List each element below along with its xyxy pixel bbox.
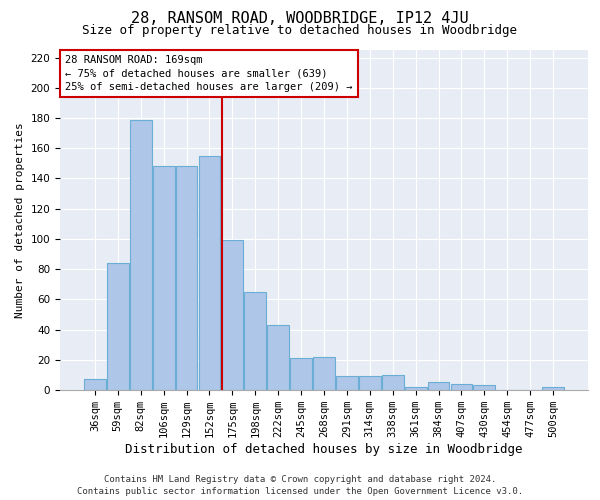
Text: Size of property relative to detached houses in Woodbridge: Size of property relative to detached ho… [83, 24, 517, 37]
Bar [473, 386, 495, 390]
Bar [244, 292, 266, 390]
Bar [84, 380, 106, 390]
Bar [153, 166, 175, 390]
Text: Contains HM Land Registry data © Crown copyright and database right 2024.
Contai: Contains HM Land Registry data © Crown c… [77, 474, 523, 496]
Bar [130, 120, 152, 390]
Bar [313, 357, 335, 390]
Bar [451, 384, 472, 390]
Bar [290, 358, 312, 390]
Bar [267, 325, 289, 390]
Bar [107, 263, 128, 390]
Bar [542, 387, 564, 390]
Bar [221, 240, 243, 390]
Bar [405, 387, 427, 390]
Bar [382, 375, 404, 390]
Y-axis label: Number of detached properties: Number of detached properties [15, 122, 25, 318]
Bar [176, 166, 197, 390]
X-axis label: Distribution of detached houses by size in Woodbridge: Distribution of detached houses by size … [125, 443, 523, 456]
Text: 28 RANSOM ROAD: 169sqm
← 75% of detached houses are smaller (639)
25% of semi-de: 28 RANSOM ROAD: 169sqm ← 75% of detached… [65, 55, 353, 92]
Bar [359, 376, 381, 390]
Bar [428, 382, 449, 390]
Bar [336, 376, 358, 390]
Text: 28, RANSOM ROAD, WOODBRIDGE, IP12 4JU: 28, RANSOM ROAD, WOODBRIDGE, IP12 4JU [131, 11, 469, 26]
Bar [199, 156, 220, 390]
